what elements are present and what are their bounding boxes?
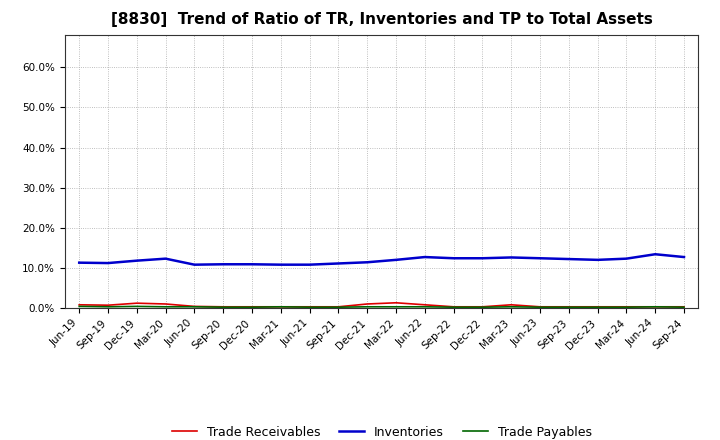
- Inventories: [334, 261, 343, 266]
- Trade Payables: [75, 304, 84, 309]
- Inventories: [190, 262, 199, 268]
- Inventories: [564, 257, 573, 262]
- Legend: Trade Receivables, Inventories, Trade Payables: Trade Receivables, Inventories, Trade Pa…: [166, 421, 597, 440]
- Trade Receivables: [104, 303, 112, 308]
- Inventories: [622, 256, 631, 261]
- Trade Payables: [564, 304, 573, 310]
- Trade Payables: [478, 304, 487, 310]
- Title: [8830]  Trend of Ratio of TR, Inventories and TP to Total Assets: [8830] Trend of Ratio of TR, Inventories…: [111, 12, 652, 27]
- Inventories: [449, 256, 458, 261]
- Trade Payables: [622, 304, 631, 310]
- Trade Receivables: [449, 304, 458, 309]
- Trade Receivables: [651, 304, 660, 309]
- Trade Payables: [593, 304, 602, 310]
- Trade Receivables: [593, 304, 602, 309]
- Trade Payables: [449, 304, 458, 310]
- Line: Trade Payables: Trade Payables: [79, 306, 684, 307]
- Trade Receivables: [334, 304, 343, 309]
- Trade Payables: [680, 304, 688, 310]
- Inventories: [651, 252, 660, 257]
- Trade Receivables: [248, 304, 256, 309]
- Line: Trade Receivables: Trade Receivables: [79, 303, 684, 307]
- Inventories: [75, 260, 84, 265]
- Trade Payables: [305, 304, 314, 310]
- Trade Receivables: [190, 304, 199, 309]
- Inventories: [161, 256, 170, 261]
- Trade Receivables: [420, 302, 429, 308]
- Trade Payables: [334, 304, 343, 310]
- Inventories: [593, 257, 602, 263]
- Trade Receivables: [478, 304, 487, 309]
- Trade Receivables: [622, 304, 631, 309]
- Trade Payables: [651, 304, 660, 309]
- Trade Payables: [248, 304, 256, 310]
- Trade Receivables: [75, 302, 84, 308]
- Inventories: [536, 256, 544, 261]
- Trade Payables: [104, 304, 112, 309]
- Trade Receivables: [536, 304, 544, 309]
- Inventories: [219, 262, 228, 267]
- Inventories: [507, 255, 516, 260]
- Inventories: [478, 256, 487, 261]
- Trade Payables: [507, 304, 516, 309]
- Trade Receivables: [132, 301, 141, 306]
- Inventories: [132, 258, 141, 263]
- Trade Payables: [536, 304, 544, 310]
- Inventories: [248, 262, 256, 267]
- Trade Receivables: [392, 300, 400, 305]
- Trade Payables: [161, 304, 170, 309]
- Trade Payables: [132, 304, 141, 309]
- Trade Receivables: [219, 304, 228, 309]
- Trade Receivables: [680, 304, 688, 309]
- Inventories: [104, 260, 112, 266]
- Trade Receivables: [276, 304, 285, 309]
- Trade Payables: [363, 304, 372, 309]
- Trade Receivables: [161, 301, 170, 307]
- Trade Payables: [420, 304, 429, 309]
- Trade Payables: [219, 304, 228, 310]
- Trade Receivables: [507, 302, 516, 308]
- Inventories: [680, 254, 688, 260]
- Trade Payables: [392, 304, 400, 309]
- Trade Receivables: [363, 301, 372, 307]
- Inventories: [363, 260, 372, 265]
- Inventories: [305, 262, 314, 268]
- Trade Payables: [190, 304, 199, 309]
- Inventories: [392, 257, 400, 263]
- Trade Payables: [276, 304, 285, 309]
- Inventories: [420, 254, 429, 260]
- Line: Inventories: Inventories: [79, 254, 684, 265]
- Inventories: [276, 262, 285, 268]
- Trade Receivables: [305, 304, 314, 309]
- Trade Receivables: [564, 304, 573, 309]
